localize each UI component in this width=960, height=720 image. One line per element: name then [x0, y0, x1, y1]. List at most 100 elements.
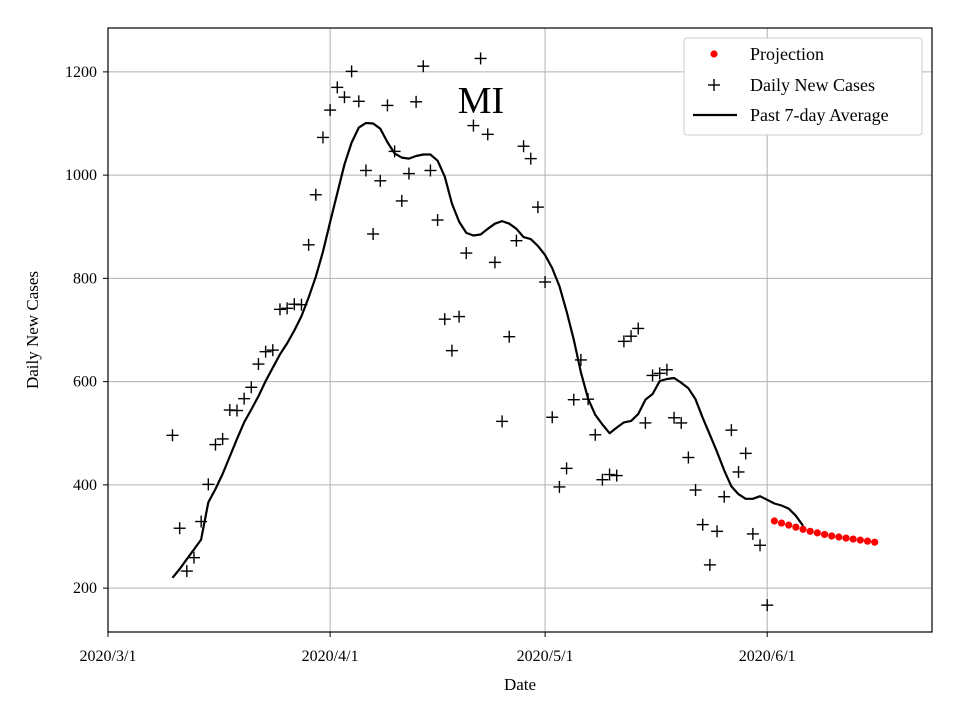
legend-label-projection: Projection — [750, 44, 824, 64]
legend-marker-daily — [708, 79, 720, 91]
daily-case-point — [367, 227, 380, 240]
projection-point — [835, 533, 843, 541]
daily-case-point — [316, 131, 329, 144]
daily-case-point — [281, 302, 294, 315]
projection-point — [785, 521, 793, 529]
daily-case-point — [603, 468, 616, 481]
daily-case-point — [632, 322, 645, 335]
daily-case-point — [546, 411, 559, 424]
daily-case-point — [574, 353, 587, 366]
daily-case-point — [395, 194, 408, 207]
daily-case-point — [682, 451, 695, 464]
series-layer — [166, 52, 879, 612]
daily-case-point — [510, 234, 523, 247]
daily-case-point — [531, 201, 544, 214]
daily-case-point — [453, 310, 466, 323]
daily-case-point — [675, 416, 688, 429]
daily-case-point — [696, 518, 709, 531]
legend-marker-projection — [710, 50, 718, 58]
x-tick-label: 2020/5/1 — [517, 648, 574, 665]
x-tick-label: 2020/6/1 — [739, 648, 796, 665]
daily-case-point — [488, 256, 501, 269]
y-tick-label: 200 — [73, 580, 97, 597]
daily-case-point — [410, 95, 423, 108]
daily-case-point — [617, 335, 630, 348]
daily-case-point — [238, 392, 251, 405]
projection-point — [777, 519, 786, 527]
annotation-label: MI — [458, 80, 504, 122]
projection-point — [863, 537, 872, 545]
daily-case-point — [345, 65, 358, 78]
daily-case-point — [732, 465, 745, 478]
grid-layer — [107, 28, 932, 632]
daily-case-point — [668, 411, 681, 424]
legend-label-daily: Daily New Cases — [750, 75, 875, 95]
daily-case-point — [718, 490, 731, 503]
daily-case-point — [560, 462, 573, 475]
daily-case-point — [417, 60, 430, 73]
daily-case-point — [517, 140, 530, 153]
daily-case-point — [754, 539, 767, 552]
daily-case-point — [259, 345, 272, 358]
projection-point — [813, 529, 821, 537]
projection-point — [799, 525, 807, 533]
projection-point — [849, 535, 857, 543]
daily-case-point — [496, 415, 509, 428]
x-tick-label: 2020/3/1 — [80, 648, 137, 665]
tick-layer: 200 400 600 800 1000 1200 2020/3/1 2020/4/1 2020… — [65, 64, 796, 665]
daily-case-point — [273, 303, 286, 316]
daily-case-point — [245, 381, 258, 394]
daily-case-point — [252, 358, 265, 371]
daily-case-point — [460, 247, 473, 260]
daily-case-point — [653, 367, 666, 380]
legend-box — [683, 37, 923, 136]
legend: Projection Daily New Cases Past 7-day Av… — [683, 37, 923, 136]
projection-point — [792, 523, 800, 531]
daily-case-point — [230, 404, 243, 417]
legend-label-average: Past 7-day Average — [750, 105, 889, 125]
daily-case-point — [338, 91, 351, 104]
daily-case-point — [589, 428, 602, 441]
daily-case-point — [352, 95, 365, 108]
daily-case-point — [180, 565, 193, 578]
daily-case-point — [431, 214, 444, 227]
daily-case-point — [324, 104, 337, 117]
daily-case-point — [646, 369, 659, 382]
y-tick-label: 800 — [73, 270, 97, 287]
daily-case-point — [474, 52, 487, 65]
daily-case-point — [166, 429, 179, 442]
projection-point — [770, 517, 778, 525]
daily-case-point — [216, 432, 229, 445]
daily-case-point — [746, 527, 759, 540]
daily-case-point — [374, 174, 387, 187]
daily-case-point — [173, 522, 186, 535]
daily-case-point — [187, 551, 200, 564]
projection-point — [856, 536, 864, 544]
daily-case-point — [467, 119, 480, 132]
daily-case-point — [689, 484, 702, 497]
plot-frame — [107, 27, 933, 633]
daily-case-point — [302, 238, 315, 251]
daily-case-point — [381, 99, 394, 112]
daily-case-point — [639, 416, 652, 429]
daily-case-point — [503, 330, 516, 343]
projection-point — [828, 532, 836, 540]
x-axis-title: Date — [504, 675, 536, 694]
daily-case-point — [424, 164, 437, 177]
daily-case-point — [739, 447, 752, 460]
y-axis-title: Daily New Cases — [23, 271, 42, 389]
daily-case-point — [625, 330, 638, 343]
projection-point — [806, 527, 814, 535]
daily-case-point — [660, 363, 673, 376]
daily-case-point — [438, 313, 451, 326]
daily-case-point — [266, 344, 279, 357]
daily-case-point — [309, 188, 322, 201]
daily-case-point — [209, 438, 222, 451]
daily-case-point — [761, 599, 774, 612]
daily-case-point — [481, 128, 494, 141]
daily-case-point — [359, 164, 372, 177]
daily-case-point — [596, 473, 609, 486]
daily-case-point — [567, 393, 580, 406]
daily-case-point — [553, 480, 566, 493]
